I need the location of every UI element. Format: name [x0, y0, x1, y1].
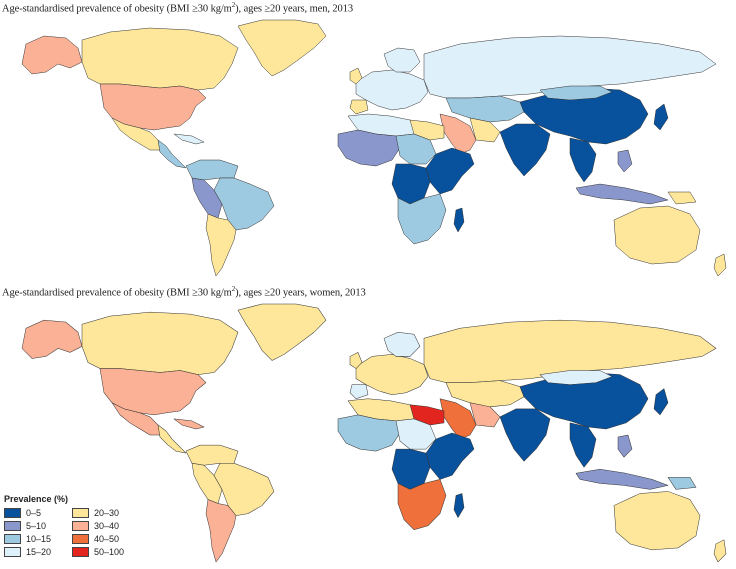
- legend-swatch: [4, 547, 21, 557]
- legend-label: 0–5: [26, 508, 42, 518]
- region-middle-east: [439, 113, 477, 155]
- region-caribbean: [173, 418, 205, 430]
- legend-item: 20–30: [72, 507, 142, 519]
- region-alaska: [21, 35, 83, 75]
- region-southern-africa: [397, 479, 447, 530]
- region-scandinavia: [383, 332, 421, 357]
- region-southern-cone: [205, 499, 237, 563]
- region-australia: [613, 491, 701, 551]
- region-middle-east: [439, 398, 477, 440]
- region-greenland: [237, 303, 327, 361]
- region-central-asia: [445, 95, 525, 123]
- region-australia: [613, 205, 701, 265]
- legend-label: 5–10: [26, 521, 47, 531]
- region-se-asia: [569, 137, 597, 183]
- region-png: [667, 477, 697, 490]
- legend-label: 40–50: [94, 534, 120, 544]
- region-north-south-america: [185, 444, 239, 466]
- region-central-america: [157, 139, 187, 169]
- map-panel-men: Age-standardised prevalence of obesity (…: [0, 0, 736, 282]
- map-title-men: Age-standardised prevalence of obesity (…: [2, 1, 354, 15]
- region-japan: [653, 103, 669, 131]
- region-indonesia: [575, 469, 669, 490]
- region-west-africa: [337, 129, 401, 167]
- region-scandinavia: [383, 47, 421, 73]
- region-japan: [653, 388, 669, 416]
- world-map-women: [0, 298, 736, 566]
- legend-label: 30–40: [94, 521, 120, 531]
- region-indonesia: [575, 183, 669, 205]
- region-iran: [469, 402, 501, 428]
- legend-label: 15–20: [26, 547, 52, 557]
- legend-label: 10–15: [26, 534, 52, 544]
- region-caribbean: [173, 133, 205, 145]
- region-south-asia: [499, 123, 551, 177]
- region-new-zealand: [713, 253, 727, 277]
- region-uk: [349, 67, 363, 85]
- legend-swatch: [72, 534, 89, 544]
- region-philippines: [617, 434, 633, 458]
- map-title-women: Age-standardised prevalence of obesity (…: [2, 285, 366, 299]
- legend-swatch: [4, 534, 21, 544]
- region-brazil: [213, 462, 275, 516]
- region-uk: [349, 352, 363, 369]
- region-mongolia: [539, 370, 613, 385]
- region-south-asia: [499, 408, 551, 462]
- region-iberia: [349, 384, 369, 400]
- legend: Prevalence (%) 0–5 5–10 10–15 15–20 20–30 30–…: [4, 494, 154, 566]
- legend-item: 10–15: [4, 533, 72, 545]
- legend-items: 0–5 5–10 10–15 15–20 20–30 30–40 40–50 50–100: [4, 507, 154, 558]
- region-southern-cone: [205, 213, 237, 277]
- legend-swatch: [72, 521, 89, 531]
- region-madagascar: [453, 207, 465, 233]
- region-north-south-america: [185, 159, 239, 181]
- world-map-men: [0, 14, 736, 280]
- region-iberia: [349, 99, 369, 115]
- region-southern-africa: [397, 193, 447, 245]
- region-usa: [99, 83, 207, 131]
- legend-item: 15–20: [4, 546, 72, 558]
- region-alaska: [21, 319, 83, 359]
- region-canada: [81, 27, 239, 91]
- region-sahel: [395, 133, 437, 165]
- legend-label: 50–100: [94, 547, 125, 557]
- region-canada: [81, 311, 239, 375]
- region-se-asia: [569, 422, 597, 468]
- region-sahel: [395, 418, 437, 450]
- region-mongolia: [539, 85, 613, 101]
- legend-swatch: [72, 547, 89, 557]
- legend-swatch: [72, 508, 89, 518]
- region-central-asia: [445, 380, 525, 408]
- legend-item: 50–100: [72, 546, 142, 558]
- legend-swatch: [4, 508, 21, 518]
- region-greenland: [237, 19, 327, 77]
- legend-item: 5–10: [4, 520, 72, 532]
- region-west-africa: [337, 414, 401, 452]
- legend-item: 0–5: [4, 507, 72, 519]
- region-brazil: [213, 177, 275, 231]
- region-madagascar: [453, 493, 465, 518]
- region-png: [667, 191, 697, 205]
- region-new-zealand: [713, 539, 727, 563]
- legend-title: Prevalence (%): [4, 494, 69, 504]
- region-central-america: [157, 424, 187, 454]
- legend-item: 40–50: [72, 533, 142, 545]
- region-usa: [99, 368, 207, 416]
- map-panel-women: Age-standardised prevalence of obesity (…: [0, 284, 736, 569]
- legend-item: 30–40: [72, 520, 142, 532]
- legend-swatch: [4, 521, 21, 531]
- region-philippines: [617, 149, 633, 173]
- region-iran: [469, 117, 501, 143]
- legend-label: 20–30: [94, 508, 120, 518]
